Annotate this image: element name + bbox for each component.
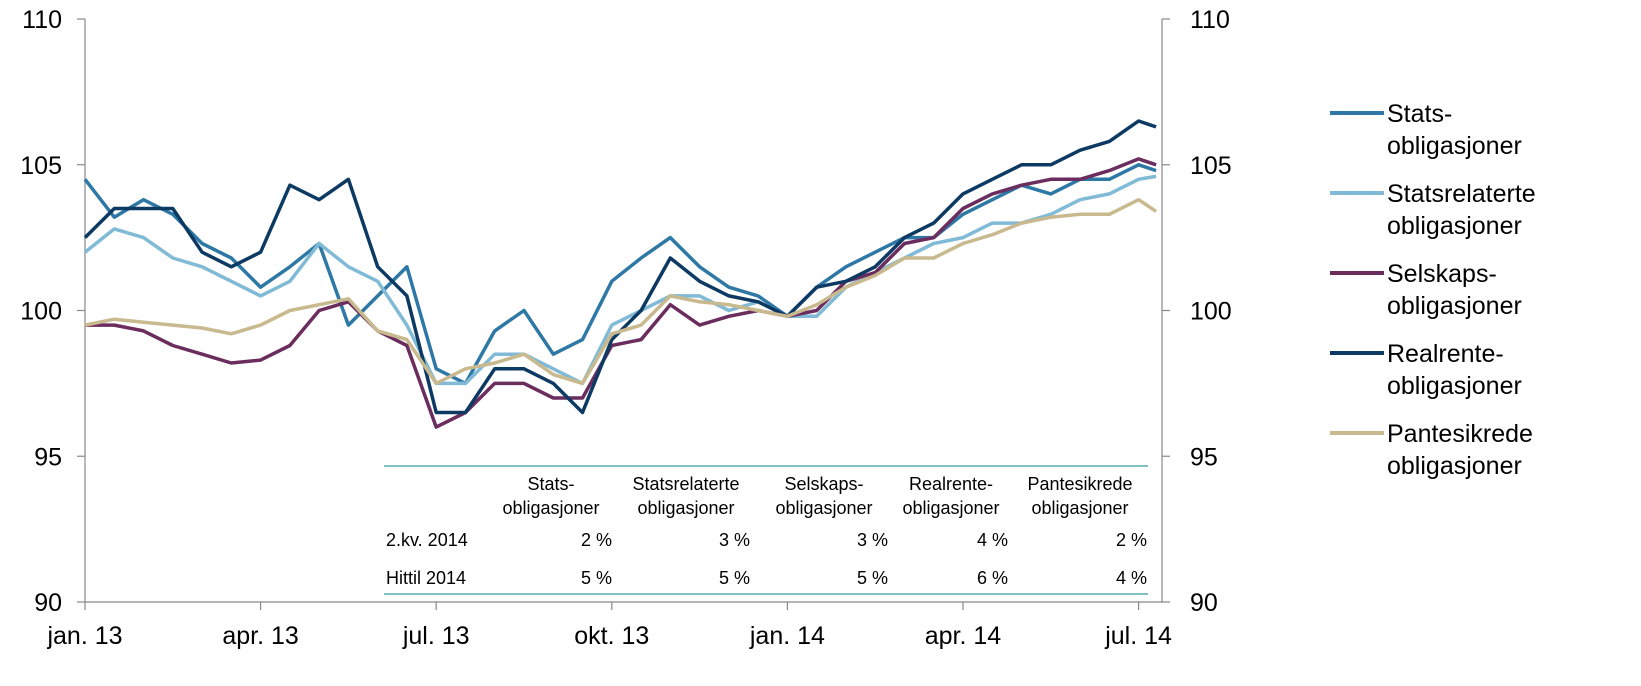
x-tick-label: apr. 14 — [925, 622, 1002, 650]
x-tick-label: apr. 13 — [222, 622, 298, 650]
series-line — [83, 119, 1157, 415]
table-cell: 4 % — [977, 530, 1008, 550]
x-tick-label: okt. 13 — [574, 622, 649, 650]
table-header: Statsrelaterte obligasjoner — [632, 474, 739, 518]
y2-tick-label: 90 — [1190, 589, 1218, 617]
table-cell: 3 % — [857, 530, 888, 550]
table-header: Stats-obligasjoner — [502, 474, 599, 518]
series-line — [85, 157, 1157, 429]
x-tick-label: jul. 14 — [1104, 622, 1172, 650]
table-cell: 2 % — [581, 530, 612, 550]
series-line — [84, 197, 1158, 386]
table-header: Pantesikrede obligasjoner — [1027, 474, 1132, 518]
y2-tick-label: 100 — [1190, 298, 1232, 326]
legend-label: Statsrelaterte obligasjoner — [1387, 180, 1536, 240]
table-row-label: 2.kv. 2014 — [386, 530, 468, 550]
y2-tick-label: 95 — [1190, 443, 1218, 471]
legend-label: Pantesikrede obligasjoner — [1387, 420, 1533, 480]
y-tick-label: 100 — [20, 298, 62, 326]
table-cell: 4 % — [1116, 568, 1147, 588]
y2-tick-label: 105 — [1190, 152, 1232, 180]
table-cell: 3 % — [719, 530, 750, 550]
series-line — [83, 163, 1157, 386]
table-cell: 5 % — [719, 568, 750, 588]
x-tick-label: jan. 14 — [749, 622, 825, 650]
table-row-label: Hittil 2014 — [386, 568, 466, 588]
legend-label: Selskaps-obligasjoner — [1387, 260, 1522, 320]
y-tick-label: 90 — [34, 589, 62, 617]
y-tick-label: 110 — [22, 6, 62, 34]
x-tick-label: jan. 13 — [46, 622, 122, 650]
legend-label: Stats-obligasjoner — [1387, 100, 1522, 160]
y-tick-label: 105 — [20, 152, 62, 180]
table-cell: 2 % — [1116, 530, 1147, 550]
table-cell: 5 % — [857, 568, 888, 588]
x-tick-label: jul. 13 — [402, 622, 470, 650]
y-tick-label: 95 — [34, 443, 62, 471]
table-header: Realrente-obligasjoner — [902, 474, 999, 518]
table-cell: 6 % — [977, 568, 1008, 588]
table-cell: 5 % — [581, 568, 612, 588]
legend-label: Realrente-obligasjoner — [1387, 340, 1522, 400]
y2-tick-label: 110 — [1190, 6, 1230, 34]
series-line — [83, 174, 1157, 386]
table-header: Selskaps-obligasjoner — [775, 474, 872, 518]
